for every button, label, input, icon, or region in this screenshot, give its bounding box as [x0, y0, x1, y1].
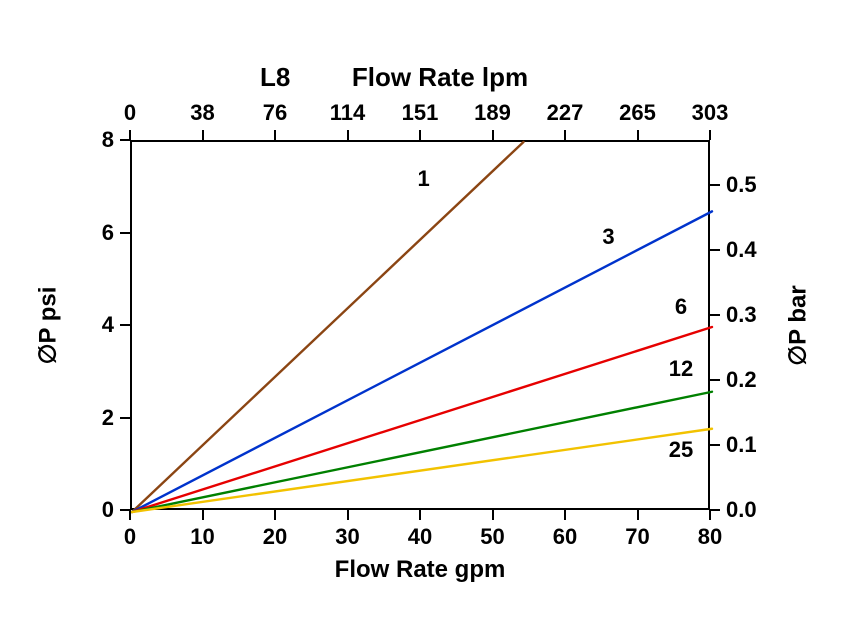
- xb-tick: [492, 510, 494, 520]
- series-line-s25: [132, 429, 712, 512]
- series-line-s3: [132, 211, 712, 512]
- xt-tick-label: 38: [175, 100, 231, 126]
- yr-tick-label: 0.3: [726, 302, 774, 328]
- yl-tick-label: 6: [82, 220, 114, 246]
- yr-tick: [710, 509, 720, 511]
- series-label-s1: 1: [404, 166, 444, 192]
- series-line-s12: [132, 392, 712, 512]
- xt-tick: [347, 130, 349, 140]
- yl-tick-label: 2: [82, 405, 114, 431]
- xt-tick: [637, 130, 639, 140]
- xt-tick-label: 0: [102, 100, 158, 126]
- xb-tick: [709, 510, 711, 520]
- x-top-title: Flow Rate lpm: [310, 62, 570, 93]
- yl-tick-label: 4: [82, 312, 114, 338]
- xt-tick-label: 303: [682, 100, 738, 126]
- x-bottom-title: Flow Rate gpm: [310, 556, 530, 584]
- xb-tick: [202, 510, 204, 520]
- series-label-s12: 12: [661, 356, 701, 382]
- yl-tick: [120, 139, 130, 141]
- xt-tick-label: 76: [247, 100, 303, 126]
- xt-tick: [564, 130, 566, 140]
- series-line-s1: [132, 142, 524, 512]
- xb-tick: [129, 510, 131, 520]
- xb-tick: [274, 510, 276, 520]
- series-label-s6: 6: [661, 294, 701, 320]
- pressure-drop-chart: 01020304050607080Flow Rate gpm0387611415…: [0, 0, 844, 640]
- xt-tick: [274, 130, 276, 140]
- yr-tick: [710, 314, 720, 316]
- xb-tick-label: 40: [400, 524, 440, 550]
- y-left-title: ∅P psi: [34, 266, 63, 386]
- xt-tick: [419, 130, 421, 140]
- x-top-title-prefix: L8: [260, 62, 290, 93]
- yr-tick-label: 0.2: [726, 367, 774, 393]
- yr-tick-label: 0.1: [726, 432, 774, 458]
- yr-tick-label: 0.4: [726, 237, 774, 263]
- yl-tick: [120, 232, 130, 234]
- xb-tick-label: 30: [328, 524, 368, 550]
- xb-tick-label: 80: [690, 524, 730, 550]
- xb-tick-label: 60: [545, 524, 585, 550]
- xb-tick: [564, 510, 566, 520]
- xt-tick-label: 189: [465, 100, 521, 126]
- xt-tick: [709, 130, 711, 140]
- xb-tick: [347, 510, 349, 520]
- yl-tick-label: 0: [82, 497, 114, 523]
- series-label-s3: 3: [589, 224, 629, 250]
- xb-tick-label: 50: [473, 524, 513, 550]
- y-right-title: ∅P bar: [784, 266, 813, 386]
- yr-tick: [710, 249, 720, 251]
- yr-tick-label: 0.5: [726, 172, 774, 198]
- xt-tick-label: 114: [320, 100, 376, 126]
- yr-tick: [710, 444, 720, 446]
- yl-tick: [120, 417, 130, 419]
- yr-tick: [710, 379, 720, 381]
- xb-tick-label: 20: [255, 524, 295, 550]
- xt-tick-label: 227: [537, 100, 593, 126]
- plot-area: [130, 140, 710, 510]
- yl-tick: [120, 324, 130, 326]
- xb-tick-label: 10: [183, 524, 223, 550]
- xt-tick: [202, 130, 204, 140]
- xb-tick: [419, 510, 421, 520]
- xt-tick-label: 265: [610, 100, 666, 126]
- series-line-s6: [132, 327, 712, 512]
- yr-tick-label: 0.0: [726, 497, 774, 523]
- xt-tick: [492, 130, 494, 140]
- xb-tick: [637, 510, 639, 520]
- series-label-s25: 25: [661, 437, 701, 463]
- yl-tick: [120, 509, 130, 511]
- yl-tick-label: 8: [82, 127, 114, 153]
- xb-tick-label: 0: [110, 524, 150, 550]
- xt-tick-label: 151: [392, 100, 448, 126]
- xb-tick-label: 70: [618, 524, 658, 550]
- yr-tick: [710, 184, 720, 186]
- series-lines: [132, 142, 712, 512]
